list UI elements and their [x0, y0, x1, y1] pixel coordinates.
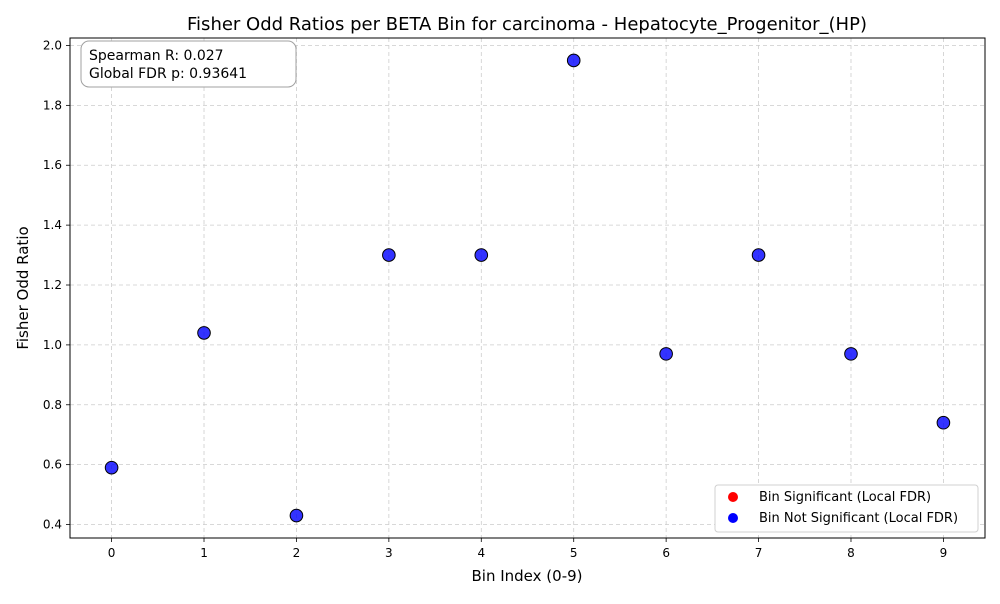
data-point [936, 415, 951, 430]
y-tick-label: 1.0 [43, 338, 62, 352]
plot-frame [69, 37, 986, 539]
axes: 0 1 2 3 4 5 6 7 8 9 0.4 0.6 0.8 1.0 1.2 1.4 1.6 1.8 2.0 [43, 37, 986, 560]
y-axis-label: Fisher Odd Ratio [14, 226, 32, 349]
x-tick-label: 4 [477, 546, 485, 560]
data-point [844, 347, 858, 361]
spearman-r-text: Spearman R: 0.027 [89, 48, 224, 64]
legend: Bin Significant (Local FDR) Bin Not Sign… [714, 484, 979, 533]
legend-marker-not-significant [728, 513, 738, 523]
x-tick-label: 0 [108, 546, 116, 560]
legend-label-significant: Bin Significant (Local FDR) [759, 490, 931, 505]
data-point [197, 326, 211, 340]
x-tick-label: 5 [570, 546, 578, 560]
y-tick-label: 1.2 [43, 278, 62, 292]
stats-annotation-frame [80, 40, 297, 88]
global-fdr-text: Global FDR p: 0.93641 [89, 66, 247, 82]
y-tick-label: 1.6 [43, 158, 62, 172]
data-point [659, 347, 673, 361]
grid-lines [70, 38, 985, 538]
data-points [104, 53, 951, 523]
legend-label-not-significant: Bin Not Significant (Local FDR) [759, 511, 958, 526]
x-tick-label: 3 [385, 546, 393, 560]
x-axis-label: Bin Index (0-9) [472, 567, 583, 585]
x-tick-label: 8 [847, 546, 855, 560]
y-tick-label: 0.8 [43, 398, 62, 412]
legend-marker-significant [728, 492, 738, 502]
chart-title: Fisher Odd Ratios per BETA Bin for carci… [187, 14, 867, 35]
y-tick-label: 2.0 [43, 38, 62, 52]
data-point [289, 508, 304, 523]
data-point [474, 248, 489, 262]
data-point [751, 248, 766, 262]
data-point [566, 53, 581, 68]
data-point [382, 248, 396, 262]
y-tick-label: 1.8 [43, 98, 62, 112]
data-point [104, 460, 119, 475]
stats-annotation: Spearman R: 0.027 Global FDR p: 0.93641 [80, 40, 297, 88]
y-tick-label: 0.4 [43, 518, 62, 532]
x-tick-label: 2 [293, 546, 301, 560]
x-tick-label: 9 [940, 546, 948, 560]
y-tick-label: 0.6 [43, 458, 62, 472]
legend-frame [714, 484, 979, 533]
x-tick-label: 6 [662, 546, 670, 560]
x-tick-label: 7 [755, 546, 763, 560]
y-tick-label: 1.4 [43, 218, 62, 232]
x-tick-label: 1 [200, 546, 208, 560]
